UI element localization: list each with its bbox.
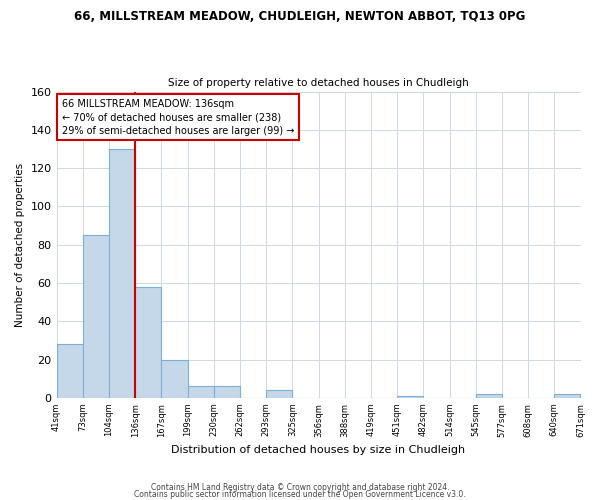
Text: Contains HM Land Registry data © Crown copyright and database right 2024.: Contains HM Land Registry data © Crown c… bbox=[151, 484, 449, 492]
Bar bbox=[214, 386, 240, 398]
Bar bbox=[109, 149, 135, 398]
Bar bbox=[56, 344, 83, 398]
Bar bbox=[161, 360, 188, 398]
Bar bbox=[554, 394, 580, 398]
Y-axis label: Number of detached properties: Number of detached properties bbox=[15, 162, 25, 326]
Bar bbox=[266, 390, 292, 398]
Bar bbox=[83, 235, 109, 398]
Text: Contains public sector information licensed under the Open Government Licence v3: Contains public sector information licen… bbox=[134, 490, 466, 499]
X-axis label: Distribution of detached houses by size in Chudleigh: Distribution of detached houses by size … bbox=[172, 445, 466, 455]
Text: 66, MILLSTREAM MEADOW, CHUDLEIGH, NEWTON ABBOT, TQ13 0PG: 66, MILLSTREAM MEADOW, CHUDLEIGH, NEWTON… bbox=[74, 10, 526, 23]
Bar bbox=[476, 394, 502, 398]
Text: 66 MILLSTREAM MEADOW: 136sqm
← 70% of detached houses are smaller (238)
29% of s: 66 MILLSTREAM MEADOW: 136sqm ← 70% of de… bbox=[62, 99, 294, 136]
Bar bbox=[397, 396, 424, 398]
Bar bbox=[135, 287, 161, 398]
Title: Size of property relative to detached houses in Chudleigh: Size of property relative to detached ho… bbox=[168, 78, 469, 88]
Bar bbox=[188, 386, 214, 398]
